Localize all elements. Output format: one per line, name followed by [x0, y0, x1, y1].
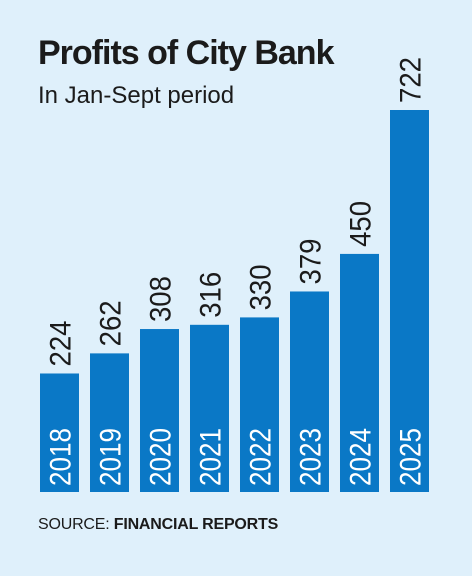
data-label: 450	[345, 201, 378, 247]
source-prefix: SOURCE:	[38, 516, 110, 533]
bar-2023	[290, 291, 329, 492]
bar-2019	[90, 353, 129, 492]
x-tick-label: 2023	[295, 428, 328, 486]
data-label: 308	[145, 276, 178, 322]
bar-2020	[140, 329, 179, 492]
x-tick-label: 2024	[345, 428, 378, 486]
data-label: 224	[45, 320, 78, 366]
x-tick-label: 2025	[395, 428, 428, 486]
source-note: SOURCE: FINANCIAL REPORTS	[38, 516, 278, 534]
data-label: 330	[245, 264, 278, 310]
data-label: 379	[295, 238, 328, 284]
bar-2022	[240, 317, 279, 492]
chart-title: Profits of City Bank	[38, 34, 334, 72]
bar-2024	[340, 253, 379, 492]
source-name: FINANCIAL REPORTS	[113, 516, 279, 533]
x-tick-label: 2022	[245, 428, 278, 486]
x-tick-label: 2021	[195, 428, 228, 486]
bar-2021	[190, 324, 229, 492]
data-label: 722	[395, 57, 428, 103]
x-tick-label: 2019	[95, 428, 128, 486]
chart-subtitle: In Jan-Sept period	[38, 82, 235, 109]
data-label: 316	[195, 272, 228, 318]
x-tick-label: 2020	[145, 428, 178, 486]
bar-2025	[390, 110, 429, 492]
bar-2018	[40, 373, 79, 492]
x-tick-label: 2018	[45, 428, 78, 486]
data-label: 262	[95, 300, 128, 346]
